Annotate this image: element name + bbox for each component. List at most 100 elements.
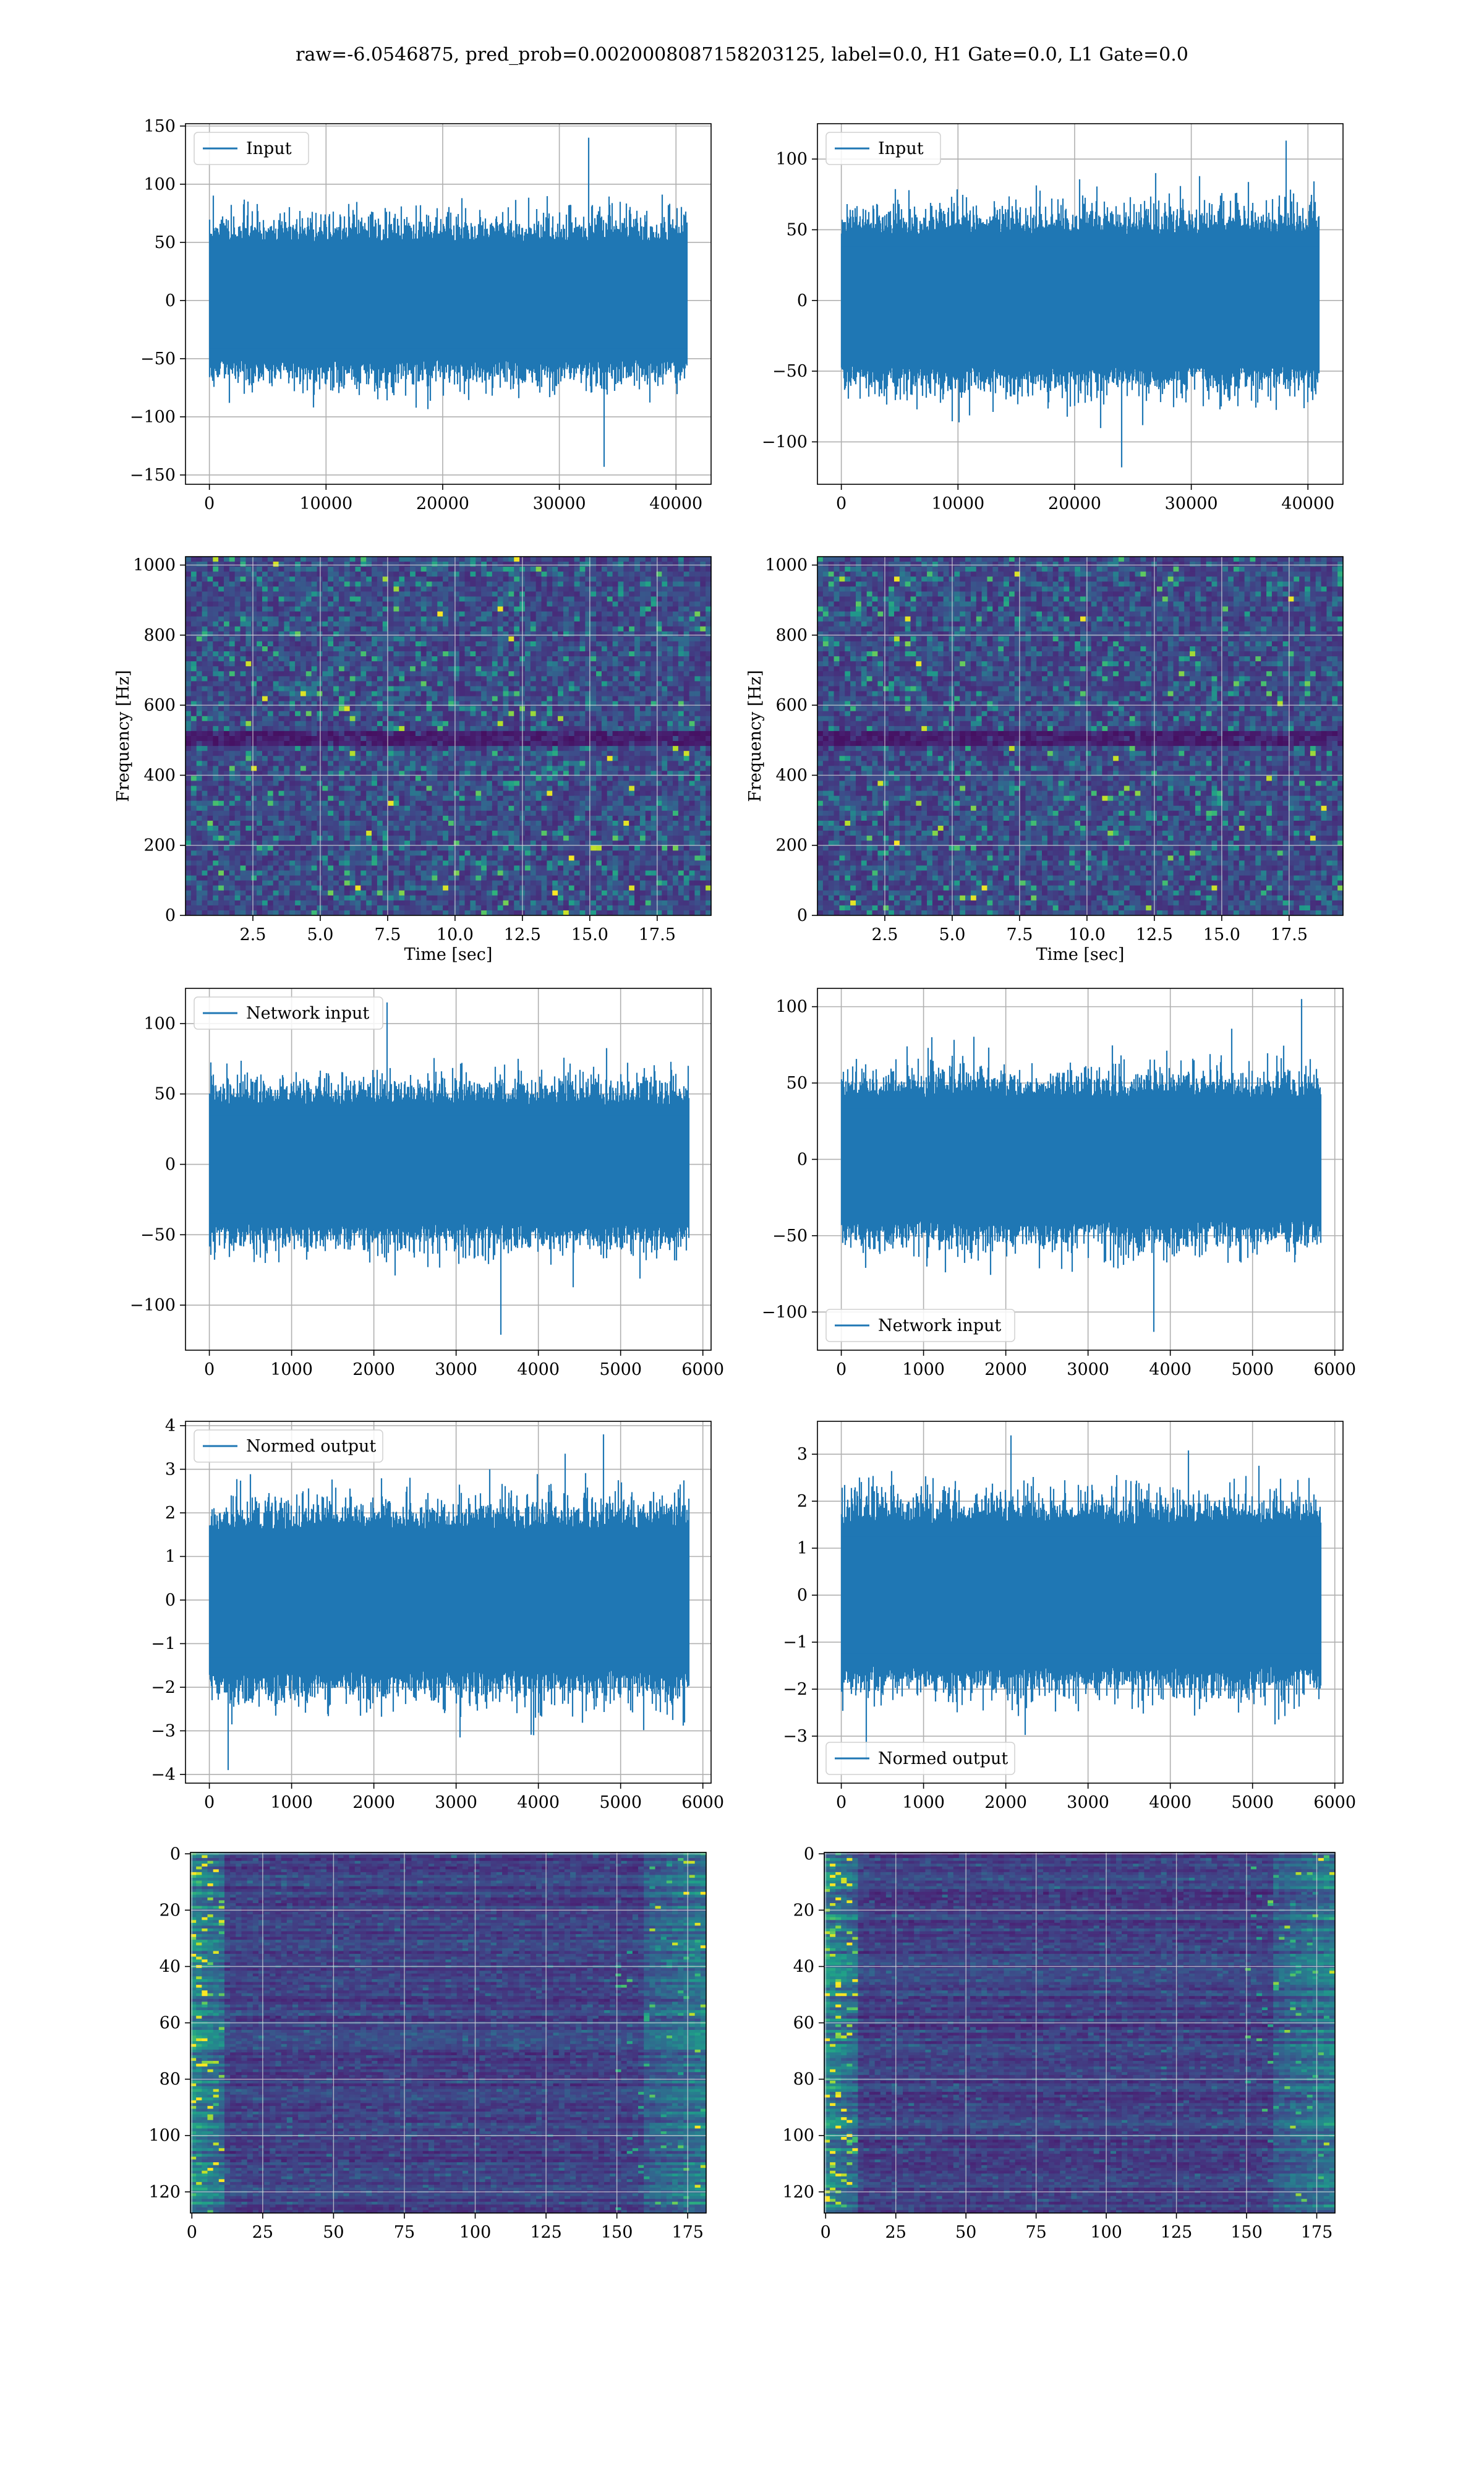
heatmap-cell [662, 641, 668, 647]
heatmap-cell [240, 716, 246, 722]
heatmap-cell [202, 736, 208, 742]
heatmap-cell [464, 621, 471, 627]
heatmap-cell [524, 676, 531, 682]
heatmap-cell [404, 781, 411, 787]
heatmap-cell [524, 766, 531, 771]
heatmap-cell [186, 661, 192, 667]
heatmap-cell [262, 730, 268, 737]
heatmap-cell [443, 701, 449, 707]
heatmap-cell [552, 626, 558, 632]
heatmap-cell [497, 616, 504, 622]
heatmap-cell [278, 661, 284, 667]
heatmap-cell [574, 781, 581, 787]
heatmap-cell [223, 591, 230, 597]
heatmap-cell [453, 741, 460, 747]
heatmap-cell [190, 562, 197, 567]
heatmap-cell [404, 581, 411, 587]
heatmap-cell [623, 557, 629, 562]
heatmap-cell [349, 596, 356, 602]
heatmap-cell [689, 746, 696, 751]
heatmap-cell [278, 606, 284, 612]
heatmap-cell [262, 776, 268, 782]
heatmap-cell [552, 771, 558, 777]
heatmap-cell [645, 666, 652, 672]
heatmap-cell [650, 746, 657, 751]
heatmap-cell [700, 805, 706, 811]
heatmap-cell [639, 666, 646, 672]
heatmap-cell [459, 557, 466, 562]
heatmap-cell [382, 795, 389, 802]
heatmap-cell [388, 567, 394, 572]
heatmap-cell [535, 636, 542, 642]
heatmap-cell [437, 661, 443, 667]
heatmap-cell [190, 676, 197, 682]
heatmap-cell [650, 636, 657, 642]
heatmap-cell [535, 621, 542, 627]
heatmap-cell [399, 756, 405, 761]
heatmap-cell [338, 730, 345, 737]
heatmap-cell [289, 771, 296, 777]
heatmap-cell [223, 785, 230, 792]
heatmap-cell [207, 636, 213, 642]
heatmap-cell [662, 686, 668, 692]
heatmap-cell [481, 805, 487, 811]
heatmap-cell [223, 776, 230, 782]
heatmap-cell [262, 576, 268, 582]
heatmap-cell [393, 785, 399, 792]
heatmap-cell [245, 766, 252, 771]
heatmap-cell [492, 596, 498, 602]
heatmap-cell [591, 557, 597, 562]
heatmap-cell [547, 557, 553, 562]
heatmap-cell [338, 795, 345, 802]
heatmap-cell [207, 626, 213, 632]
heatmap-cell [508, 711, 514, 717]
heatmap-cell [574, 562, 581, 567]
heatmap-cell [563, 606, 569, 612]
heatmap-cell [317, 756, 323, 761]
heatmap-cell [284, 701, 290, 707]
heatmap-cell [218, 557, 224, 562]
heatmap-cell [267, 726, 274, 732]
heatmap-cell [568, 805, 575, 811]
heatmap-cell [399, 641, 405, 647]
heatmap-cell [547, 562, 553, 567]
heatmap-cell [667, 781, 673, 787]
heatmap-cell [530, 751, 537, 756]
heatmap-cell [475, 571, 482, 577]
heatmap-cell [448, 646, 454, 652]
heatmap-cell [645, 656, 652, 662]
heatmap-cell [524, 591, 531, 597]
heatmap-cell [475, 581, 482, 587]
heatmap-cell [410, 711, 416, 717]
heatmap-cell [596, 616, 602, 622]
heatmap-cell [464, 571, 471, 577]
heatmap-cell [372, 596, 378, 602]
heatmap-cell [234, 601, 241, 607]
heatmap-cell [415, 621, 422, 627]
heatmap-cell [639, 636, 646, 642]
heatmap-cell [678, 711, 684, 717]
heatmap-cell [579, 766, 586, 771]
heatmap-cell [683, 646, 690, 652]
heatmap-cell [262, 706, 268, 712]
heatmap-cell [328, 626, 334, 632]
heatmap-cell [650, 562, 657, 567]
heatmap-cell [311, 696, 318, 702]
heatmap-cell [568, 616, 575, 622]
heatmap-cell [706, 711, 712, 717]
heatmap-cell [683, 626, 690, 632]
heatmap-cell [317, 666, 323, 672]
heatmap-cell [547, 651, 553, 657]
heatmap-cell [202, 641, 208, 647]
heatmap-cell [673, 701, 679, 707]
heatmap-cell [618, 696, 624, 702]
heatmap-cell [333, 646, 339, 652]
heatmap-cell [596, 805, 602, 811]
heatmap-cell [322, 805, 328, 811]
heatmap-cell [673, 795, 679, 802]
heatmap-cell [410, 631, 416, 637]
heatmap-cell [388, 676, 394, 682]
heatmap-cell [382, 611, 389, 617]
heatmap-cell [202, 795, 208, 802]
heatmap-cell [338, 586, 345, 592]
